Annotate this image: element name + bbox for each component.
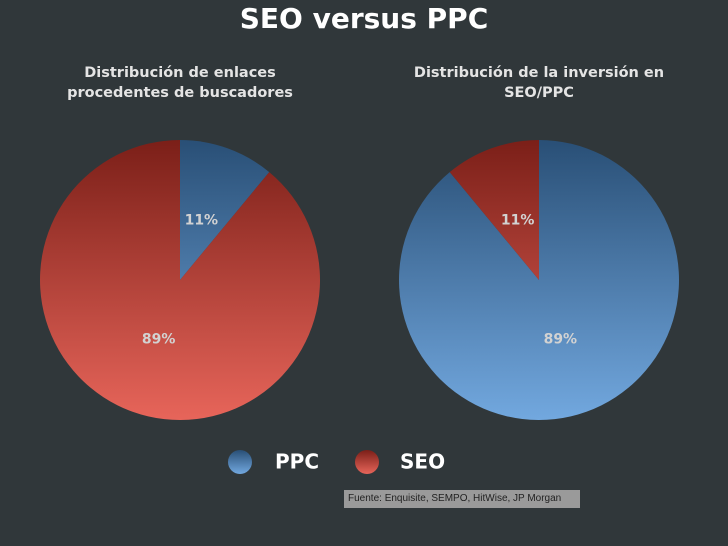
- legend-label: PPC: [275, 450, 319, 474]
- value-label: 11%: [501, 213, 535, 229]
- pie-slice: [40, 140, 321, 420]
- chart-title: Distribución de enlaces procedentes de b…: [67, 65, 293, 101]
- pie-slice: [449, 140, 539, 280]
- legend-marker: [355, 450, 379, 474]
- value-label: 11%: [185, 213, 219, 229]
- legend-label: SEO: [400, 450, 445, 474]
- chart-title: Distribución de la inversión en SEO/PPC: [413, 65, 665, 101]
- pie-slice: [180, 140, 270, 280]
- legend-marker: [228, 450, 252, 474]
- slide-title: SEO versus PPC: [239, 2, 489, 35]
- source-note: Fuente: Enquisite, SEMPO, HitWise, JP Mo…: [344, 490, 580, 508]
- value-label: 89%: [142, 331, 176, 347]
- value-label: 89%: [544, 331, 578, 347]
